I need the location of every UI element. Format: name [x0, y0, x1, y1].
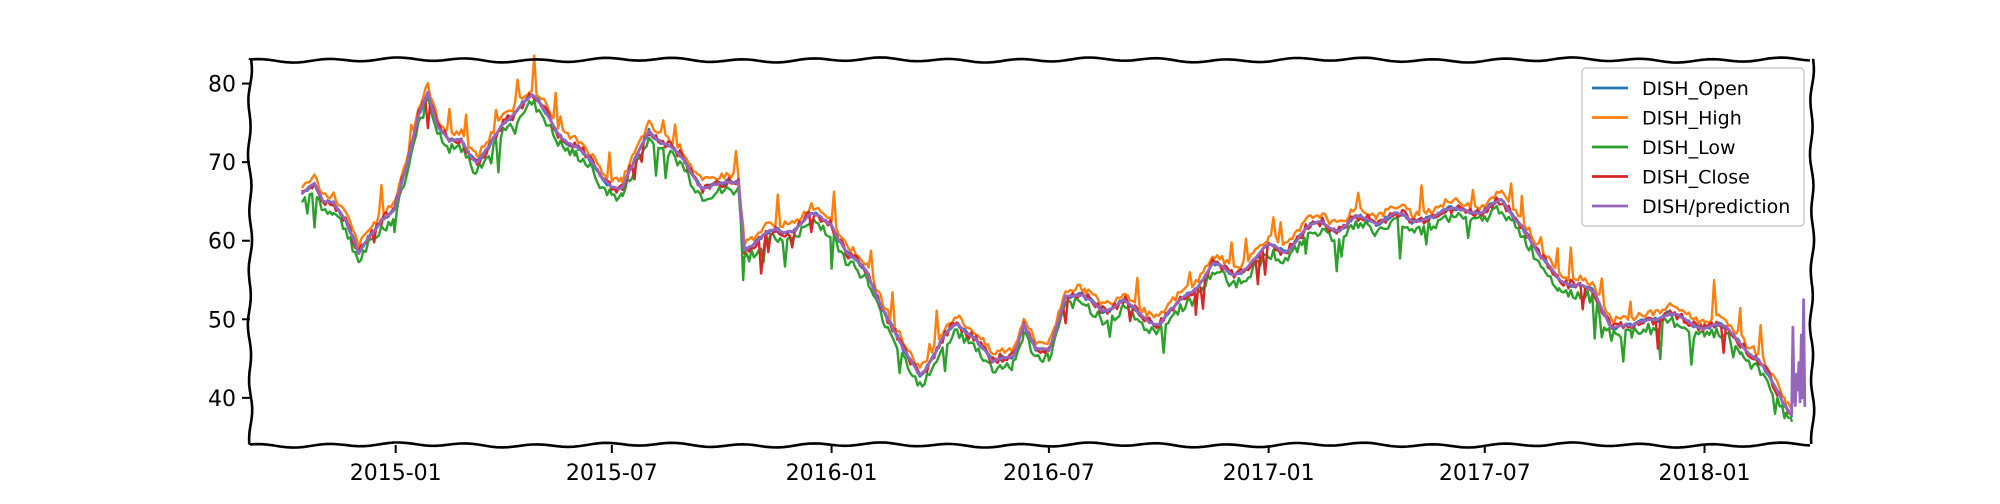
series-line-dish-close: [301, 92, 1793, 416]
x-tick-label: 2016-01: [786, 461, 878, 486]
x-tick-label: 2016-07: [1003, 461, 1095, 486]
series-line-dish-prediction: [301, 90, 1807, 416]
series-line-dish-low: [301, 95, 1793, 422]
y-tick-label: 60: [208, 230, 236, 255]
x-tick-label: 2015-01: [350, 461, 442, 486]
legend: DISH_Open DISH_High DISH_Low DISH_Close DISH…: [1581, 67, 1805, 227]
y-tick-label: 70: [208, 151, 236, 176]
legend-label: DISH_Close: [1642, 167, 1750, 189]
legend-label: DISH_High: [1642, 108, 1742, 130]
legend-box: [1581, 67, 1805, 227]
x-tick-label: 2017-07: [1439, 461, 1531, 486]
legend-label: DISH_Open: [1642, 78, 1749, 100]
legend-label: DISH/prediction: [1642, 196, 1790, 218]
plot-frame-right: [1808, 58, 1816, 445]
plot-frame-bottom: [248, 441, 1811, 449]
plot-frame-top: [248, 56, 1811, 64]
y-tick-label: 50: [208, 308, 236, 333]
axis-ticks: 40 50 60 70 80 2015-01 2015-07 2016-01 2016-07 20…: [208, 73, 1750, 486]
plot-frame-left: [246, 58, 254, 445]
legend-label: DISH_Low: [1642, 137, 1736, 159]
series-line-dish-open: [301, 92, 1793, 418]
series-lines: [301, 54, 1807, 422]
y-tick-label: 40: [208, 387, 236, 412]
x-tick-label: 2015-07: [566, 461, 658, 486]
y-tick-label: 80: [208, 73, 236, 98]
x-tick-label: 2018-01: [1659, 461, 1751, 486]
x-tick-label: 2017-01: [1223, 461, 1315, 486]
